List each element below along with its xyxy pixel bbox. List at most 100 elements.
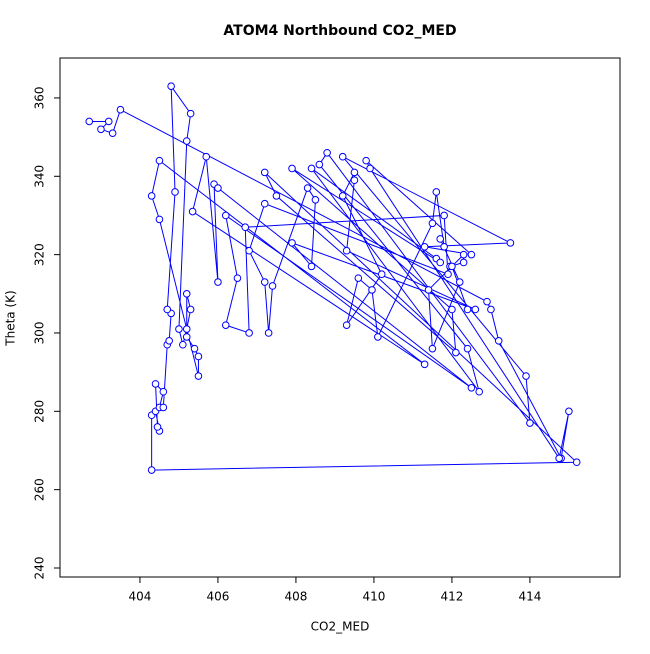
point (241, 223, 250, 232)
point (342, 321, 351, 329)
point (182, 333, 191, 341)
point (311, 195, 320, 204)
point (85, 117, 94, 126)
point (288, 239, 296, 247)
point (221, 211, 230, 220)
chart-title: ATOM4 Northbound CO2_MED (223, 23, 456, 39)
point (459, 250, 468, 259)
point (424, 286, 433, 294)
point (428, 344, 437, 353)
plot-frame (59, 57, 621, 578)
point (307, 164, 316, 173)
point (368, 286, 376, 294)
point (260, 278, 269, 286)
point (565, 407, 573, 416)
point (432, 188, 441, 196)
point (147, 192, 156, 200)
x-tick-label: 406 (206, 590, 229, 604)
point (315, 160, 324, 169)
point (245, 329, 253, 337)
point (366, 164, 374, 173)
point (338, 192, 347, 200)
point (338, 152, 347, 161)
point (104, 117, 113, 126)
point (455, 278, 464, 286)
point (374, 333, 382, 341)
point (303, 184, 312, 192)
point (159, 387, 168, 396)
point (448, 305, 456, 314)
point (159, 403, 168, 412)
point (186, 305, 195, 314)
x-tick-label: 410 (362, 590, 385, 604)
point (342, 246, 351, 255)
point (350, 168, 359, 177)
point (163, 305, 172, 314)
point (463, 305, 472, 314)
point (167, 82, 175, 91)
point (436, 258, 445, 267)
point (155, 215, 164, 224)
point (440, 211, 448, 220)
point (467, 384, 476, 392)
y-tick-label: 280 (33, 400, 47, 423)
point (260, 199, 269, 208)
point (221, 321, 230, 329)
y-tick-label: 260 (33, 478, 47, 501)
x-tick-label: 404 (128, 590, 151, 604)
point (506, 239, 515, 247)
point (555, 454, 563, 463)
point (155, 156, 164, 165)
point (475, 387, 484, 396)
point (264, 329, 273, 337)
point (463, 344, 472, 353)
point (459, 258, 468, 267)
point (182, 137, 191, 145)
point (471, 305, 480, 314)
point (151, 380, 160, 388)
point (467, 250, 476, 259)
point (182, 325, 191, 333)
point (440, 242, 448, 251)
point (182, 290, 191, 298)
point (452, 348, 460, 357)
point (428, 219, 437, 228)
y-axis-label: Theta (K) (4, 290, 18, 346)
point (350, 176, 359, 185)
point (202, 152, 211, 161)
point (171, 188, 179, 196)
point (522, 372, 530, 380)
x-tick-label: 412 (440, 590, 463, 604)
point (147, 466, 156, 474)
point (354, 274, 363, 282)
point (307, 262, 316, 271)
point (214, 278, 222, 286)
point (377, 270, 386, 279)
point (108, 129, 117, 138)
point (175, 325, 183, 333)
point (526, 419, 534, 427)
point (420, 242, 429, 251)
y-tick-label: 360 (33, 87, 47, 110)
point (153, 423, 162, 431)
point (194, 372, 203, 380)
point (483, 297, 491, 306)
x-tick-label: 414 (518, 590, 541, 604)
point (97, 125, 105, 134)
point (190, 344, 199, 353)
point (186, 109, 195, 118)
point (420, 360, 429, 369)
point (188, 207, 197, 216)
point (245, 246, 253, 255)
point (268, 282, 277, 290)
x-axis-label: CO2_MED (311, 620, 370, 634)
point (214, 184, 222, 192)
point (323, 148, 331, 157)
y-tick-label: 340 (33, 165, 47, 188)
point (448, 262, 456, 271)
point (116, 105, 125, 114)
y-tick-label: 240 (33, 557, 47, 580)
point (165, 337, 173, 345)
